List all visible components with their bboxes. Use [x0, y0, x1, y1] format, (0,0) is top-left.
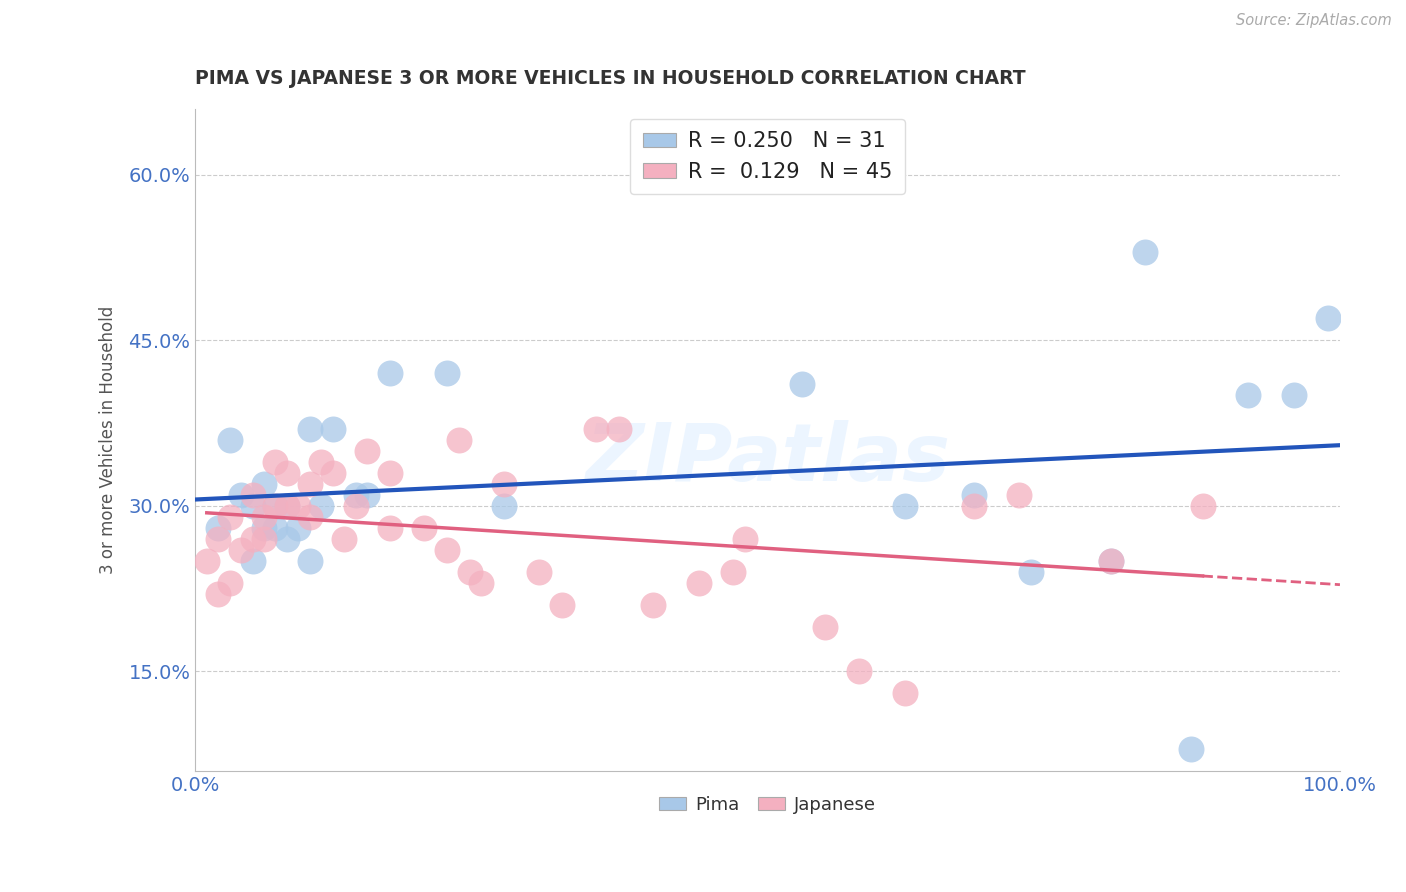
Point — [218, 509, 240, 524]
Point — [894, 499, 917, 513]
Point — [298, 476, 321, 491]
Point — [298, 421, 321, 435]
Point — [1191, 499, 1213, 513]
Point — [309, 455, 332, 469]
Point — [242, 488, 264, 502]
Point — [413, 521, 436, 535]
Point — [298, 554, 321, 568]
Point — [550, 598, 572, 612]
Point — [378, 521, 401, 535]
Point — [229, 488, 252, 502]
Point — [207, 521, 229, 535]
Point — [723, 565, 745, 579]
Point — [253, 509, 276, 524]
Point — [253, 476, 276, 491]
Text: ZIPatlas: ZIPatlas — [585, 420, 950, 499]
Point — [242, 499, 264, 513]
Point — [470, 576, 492, 591]
Point — [734, 532, 756, 546]
Point — [264, 499, 287, 513]
Point — [333, 532, 356, 546]
Point — [287, 499, 309, 513]
Point — [814, 620, 837, 634]
Point — [264, 455, 287, 469]
Point — [1180, 741, 1202, 756]
Point — [356, 443, 378, 458]
Point — [607, 421, 630, 435]
Point — [218, 576, 240, 591]
Point — [322, 466, 344, 480]
Point — [894, 686, 917, 700]
Point — [276, 466, 298, 480]
Point — [218, 433, 240, 447]
Point — [1317, 311, 1340, 326]
Point — [264, 499, 287, 513]
Point — [207, 532, 229, 546]
Point — [1099, 554, 1122, 568]
Point — [1008, 488, 1031, 502]
Point — [344, 488, 367, 502]
Point — [1282, 388, 1305, 402]
Point — [356, 488, 378, 502]
Text: Source: ZipAtlas.com: Source: ZipAtlas.com — [1236, 13, 1392, 29]
Point — [344, 499, 367, 513]
Point — [242, 532, 264, 546]
Point — [963, 488, 986, 502]
Point — [229, 543, 252, 558]
Point — [848, 665, 870, 679]
Point — [309, 499, 332, 513]
Point — [436, 367, 458, 381]
Point — [253, 521, 276, 535]
Point — [494, 476, 516, 491]
Legend: Pima, Japanese: Pima, Japanese — [652, 789, 883, 822]
Point — [790, 377, 813, 392]
Point — [527, 565, 550, 579]
Y-axis label: 3 or more Vehicles in Household: 3 or more Vehicles in Household — [100, 305, 117, 574]
Point — [585, 421, 607, 435]
Point — [1237, 388, 1260, 402]
Point — [242, 554, 264, 568]
Point — [1099, 554, 1122, 568]
Point — [253, 532, 276, 546]
Point — [378, 367, 401, 381]
Point — [643, 598, 665, 612]
Point — [195, 554, 218, 568]
Point — [688, 576, 710, 591]
Point — [322, 421, 344, 435]
Point — [436, 543, 458, 558]
Point — [458, 565, 481, 579]
Point — [1135, 245, 1157, 260]
Point — [276, 532, 298, 546]
Point — [963, 499, 986, 513]
Point — [287, 521, 309, 535]
Point — [298, 509, 321, 524]
Point — [264, 521, 287, 535]
Point — [494, 499, 516, 513]
Point — [276, 499, 298, 513]
Point — [447, 433, 470, 447]
Text: PIMA VS JAPANESE 3 OR MORE VEHICLES IN HOUSEHOLD CORRELATION CHART: PIMA VS JAPANESE 3 OR MORE VEHICLES IN H… — [195, 69, 1026, 87]
Point — [207, 587, 229, 601]
Point — [276, 499, 298, 513]
Point — [1019, 565, 1042, 579]
Point — [378, 466, 401, 480]
